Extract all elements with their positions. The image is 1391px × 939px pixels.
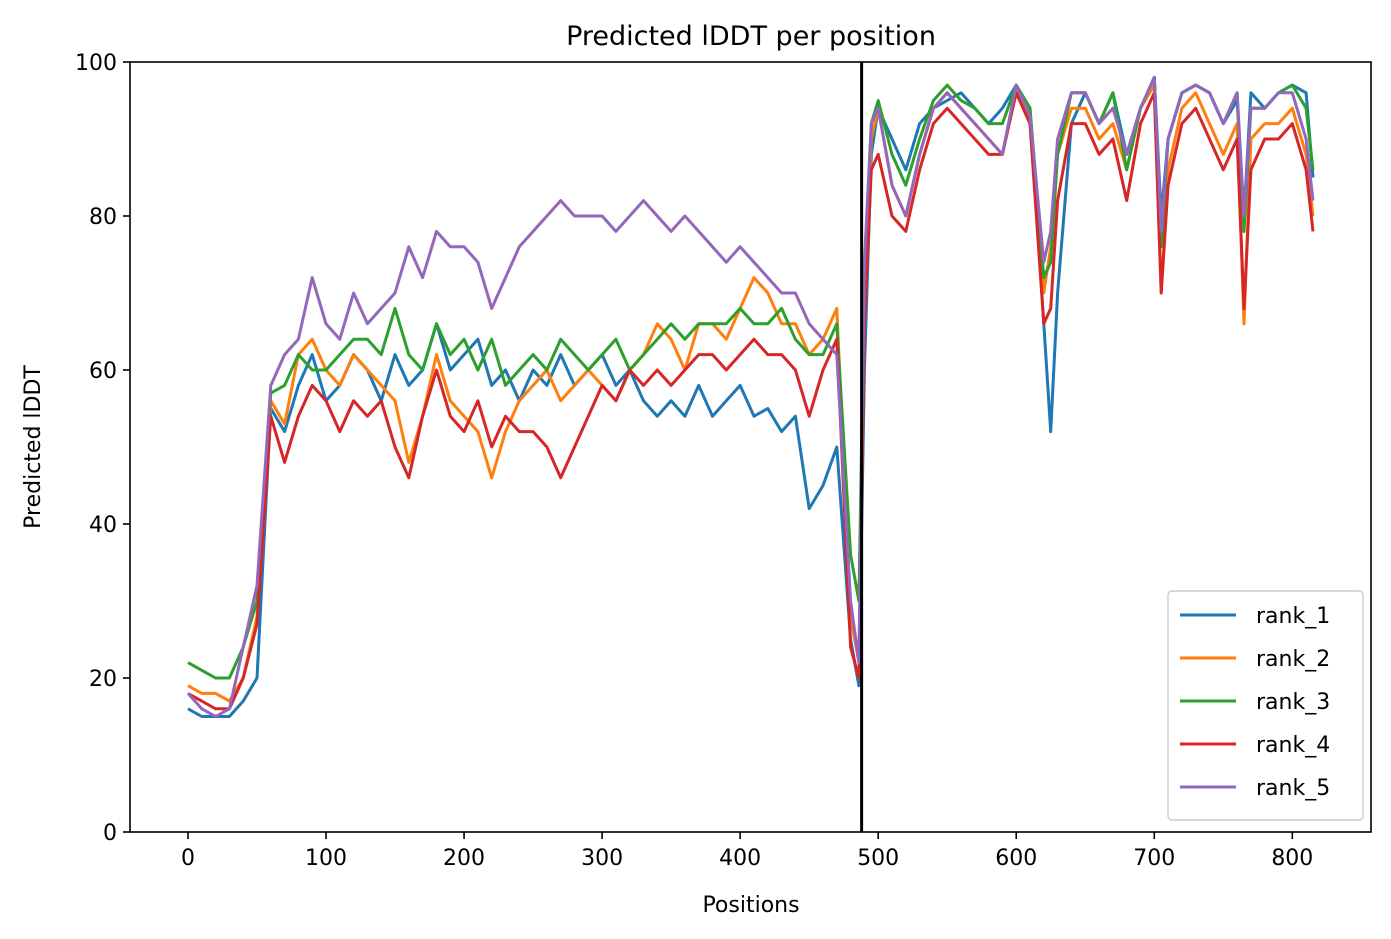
y-tick-label: 40 [89,513,117,538]
y-axis-label: Predicted lDDT [21,365,46,529]
plot-lines [186,75,1315,718]
x-tick-label: 400 [719,846,761,871]
y-tick-label: 20 [89,667,117,692]
y-tick-label: 80 [89,205,117,230]
series-line-rank_3 [187,75,1315,680]
x-tick-label: 0 [181,846,195,871]
y-tick-label: 100 [75,51,117,76]
legend-label: rank_4 [1256,733,1330,758]
series-line-rank_5 [186,75,1315,718]
y-tick-label: 0 [103,821,117,846]
y-tick-label: 60 [89,359,117,384]
x-tick-label: 100 [305,846,347,871]
legend-label: rank_2 [1256,647,1330,672]
plot-frame [129,61,1372,833]
y-axis-ticks: 0 20 40 60 80 100 [75,51,130,846]
legend-box [1167,590,1364,821]
x-tick-label: 500 [857,846,899,871]
chart-title: Predicted lDDT per position [566,21,936,52]
x-axis-label: Positions [702,893,799,918]
x-tick-label: 300 [581,846,623,871]
legend-label: rank_5 [1256,776,1330,801]
x-tick-label: 600 [995,846,1037,871]
legend-label: rank_1 [1256,604,1330,629]
x-axis-ticks: 0 100 200 300 400 500 600 700 800 [181,832,1313,871]
series-line-rank_2 [187,83,1315,703]
legend: rank_1 rank_2 rank_3 rank_4 rank_5 [1167,590,1364,821]
series-line-rank_1 [187,75,1315,718]
legend-label: rank_3 [1256,690,1330,715]
x-tick-label: 700 [1133,846,1175,871]
x-tick-label: 800 [1271,846,1313,871]
x-tick-label: 200 [443,846,485,871]
series-line-rank_4 [187,91,1315,711]
